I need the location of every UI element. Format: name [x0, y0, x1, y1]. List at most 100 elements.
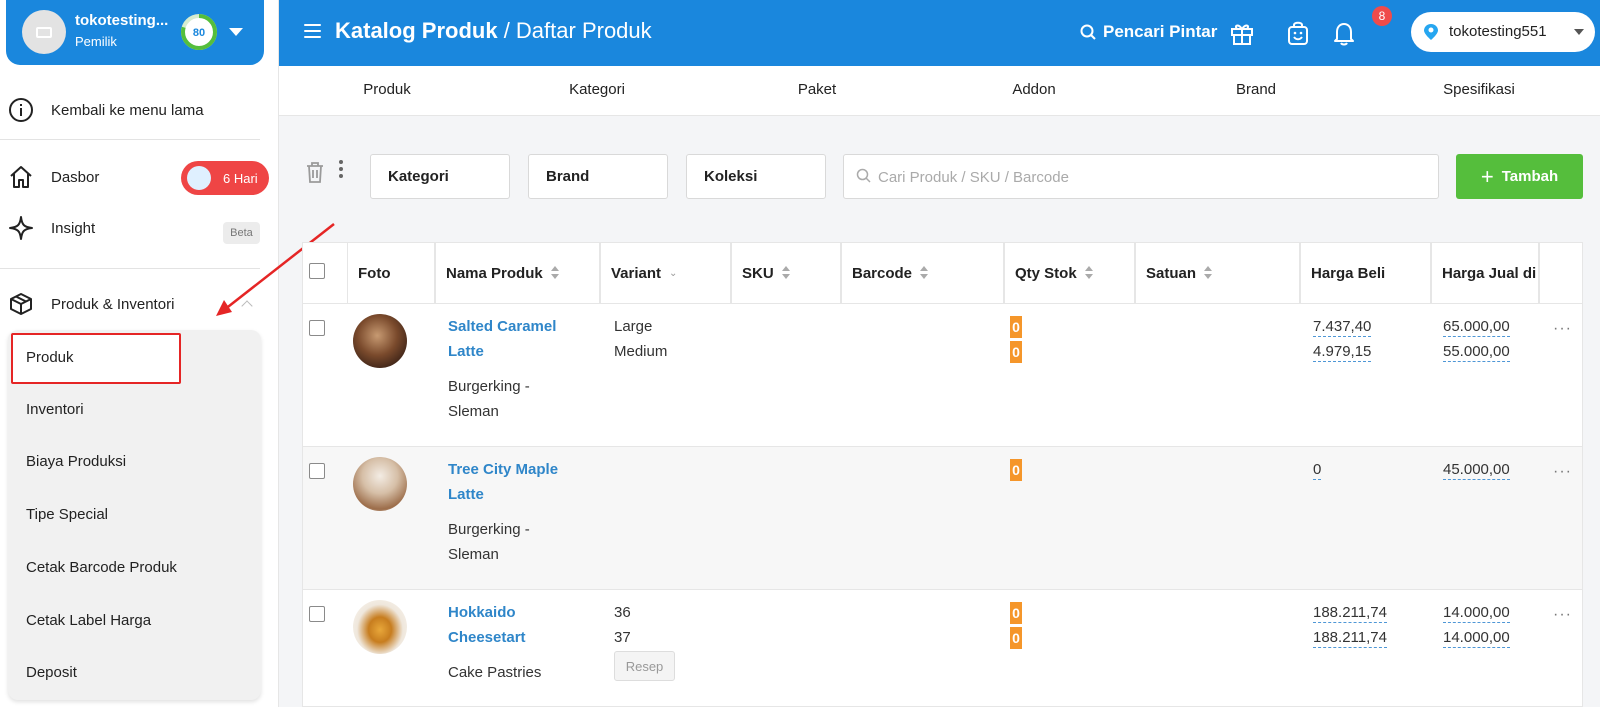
table-row[interactable]: Tree City Maple Latte Burgerking - Sleman … — [303, 446, 1582, 589]
filter-koleksi[interactable]: Koleksi — [686, 154, 826, 199]
sell-price[interactable]: 65.000,00 — [1443, 318, 1510, 337]
tab-addon[interactable]: Addon — [1012, 81, 1056, 98]
trial-badge[interactable]: 6 Hari — [181, 161, 269, 195]
select-all-checkbox[interactable] — [309, 263, 325, 279]
filter-brand[interactable]: Brand — [528, 154, 668, 199]
column-header-nama-produk[interactable]: Nama Produk — [435, 243, 600, 303]
smart-search-button[interactable]: Pencari Pintar — [1080, 22, 1217, 42]
buy-price[interactable]: 4.979,15 — [1313, 343, 1372, 362]
account-card[interactable]: tokotesting... Pemilik 80 — [6, 0, 264, 65]
breadcrumb-main[interactable]: Katalog Produk — [335, 18, 498, 43]
gift-icon[interactable] — [1228, 19, 1256, 47]
product-photo — [353, 314, 407, 368]
tab-produk[interactable]: Produk — [363, 81, 411, 98]
row-more-icon[interactable]: ··· — [1553, 606, 1572, 623]
product-category: Burgerking - Sleman — [448, 378, 530, 420]
submenu-item-deposit[interactable]: Deposit — [26, 664, 77, 681]
column-header-barcode[interactable]: Barcode — [841, 243, 1004, 303]
product-name[interactable]: Salted Caramel Latte — [448, 318, 557, 360]
menu-icon[interactable] — [304, 24, 321, 42]
filter-kategori[interactable]: Kategori — [370, 154, 510, 199]
submenu-item-cetak-label[interactable]: Cetak Label Harga — [26, 612, 152, 629]
top-bar: Katalog Produk / Daftar Produk Pencari P… — [279, 0, 1600, 66]
search-input[interactable] — [878, 163, 1418, 191]
sell-price[interactable]: 45.000,00 — [1443, 461, 1510, 480]
sidebar-item-label: Insight — [51, 219, 96, 237]
trash-icon[interactable] — [304, 160, 326, 184]
store-selector[interactable]: tokotesting551 — [1411, 12, 1595, 52]
kebab-icon[interactable] — [339, 160, 343, 181]
box-icon — [10, 293, 32, 315]
column-header-foto: Foto — [347, 243, 435, 303]
variant-list: Large Medium — [614, 318, 668, 360]
avatar — [22, 10, 66, 54]
highlight-box — [11, 333, 181, 384]
beta-badge: Beta — [223, 222, 260, 244]
table-row[interactable]: Hokkaido Cheesetart Cake Pastries 36 37 Re… — [303, 589, 1582, 706]
sidebar-item-dasbor[interactable]: Dasbor — [0, 155, 278, 199]
home-icon — [10, 166, 32, 188]
submenu-item-cetak-barcode[interactable]: Cetak Barcode Produk — [26, 559, 177, 576]
qty-badge: 0 — [1010, 627, 1022, 649]
plus-icon: + — [1480, 163, 1494, 189]
chevron-down-icon — [1574, 29, 1584, 35]
bag-icon[interactable] — [1284, 19, 1312, 47]
product-name[interactable]: Hokkaido Cheesetart — [448, 604, 526, 646]
sidebar-item-insight[interactable]: Insight — [0, 206, 278, 250]
tab-kategori[interactable]: Kategori — [569, 81, 625, 98]
row-more-icon[interactable]: ··· — [1553, 463, 1572, 480]
product-category: Cake Pastries — [448, 664, 542, 681]
column-header-qty-stok[interactable]: Qty Stok — [1004, 243, 1135, 303]
add-product-button[interactable]: + Tambah — [1456, 154, 1583, 199]
qty-badge: 0 — [1010, 459, 1022, 481]
add-button-label: Tambah — [1501, 168, 1559, 185]
product-category: Burgerking - Sleman — [448, 521, 530, 563]
sidebar-item-label: Dasbor — [51, 168, 100, 186]
sort-icon — [1084, 266, 1094, 280]
bell-icon[interactable] — [1330, 19, 1358, 47]
search-icon — [1080, 24, 1096, 40]
info-icon — [9, 98, 33, 122]
chevron-down-icon[interactable] — [229, 28, 243, 36]
buy-price[interactable]: 188.211,74 — [1313, 629, 1387, 648]
column-header-satuan[interactable]: Satuan — [1135, 243, 1300, 303]
column-header-sku[interactable]: SKU — [731, 243, 841, 303]
account-name: tokotesting... — [75, 12, 169, 29]
sell-price[interactable]: 55.000,00 — [1443, 343, 1510, 362]
sort-icon — [920, 266, 929, 280]
tab-paket[interactable]: Paket — [797, 81, 837, 98]
score-gauge: 80 — [181, 14, 217, 50]
table-row[interactable]: Salted Caramel Latte Burgerking - Sleman L… — [303, 303, 1582, 446]
tab-spesifikasi[interactable]: Spesifikasi — [1443, 81, 1515, 98]
recipe-button[interactable]: Resep — [614, 651, 675, 681]
pin-icon — [1424, 24, 1438, 40]
row-checkbox[interactable] — [309, 606, 325, 622]
buy-price[interactable]: 188.211,74 — [1313, 604, 1387, 623]
product-name[interactable]: Tree City Maple Latte — [448, 461, 559, 503]
sell-price[interactable]: 14.000,00 — [1443, 604, 1510, 623]
buy-price[interactable]: 7.437,40 — [1313, 318, 1372, 337]
submenu-item-produk[interactable]: Produk — [26, 349, 74, 366]
search-icon — [856, 168, 871, 183]
buy-price[interactable]: 0 — [1313, 461, 1322, 480]
row-checkbox[interactable] — [309, 463, 325, 479]
submenu-item-biaya-produksi[interactable]: Biaya Produksi — [26, 453, 127, 470]
submenu-item-inventori[interactable]: Inventori — [26, 401, 84, 418]
row-more-icon[interactable]: ··· — [1553, 320, 1572, 337]
sidebar-item-produk-inventori[interactable]: Produk & Inventori — [0, 282, 278, 326]
column-header-variant[interactable]: Variant ⌄ — [600, 243, 731, 303]
tab-brand[interactable]: Brand — [1235, 81, 1277, 98]
product-photo — [353, 457, 407, 511]
back-to-old-menu[interactable]: Kembali ke menu lama — [0, 88, 278, 132]
product-search — [843, 154, 1439, 199]
column-header-harga-beli: Harga Beli — [1300, 243, 1431, 303]
submenu-item-tipe-special[interactable]: Tipe Special — [26, 506, 108, 523]
row-checkbox[interactable] — [309, 320, 325, 336]
sell-price[interactable]: 14.000,00 — [1443, 629, 1510, 648]
sparkle-icon — [9, 216, 33, 240]
qty-badge: 0 — [1010, 602, 1022, 624]
balloon-icon — [187, 166, 211, 190]
breadcrumb: Katalog Produk / Daftar Produk — [335, 18, 652, 44]
sidebar: tokotesting... Pemilik 80 Kembali ke men… — [0, 0, 279, 707]
sidebar-item-label: Produk & Inventori — [51, 295, 175, 313]
